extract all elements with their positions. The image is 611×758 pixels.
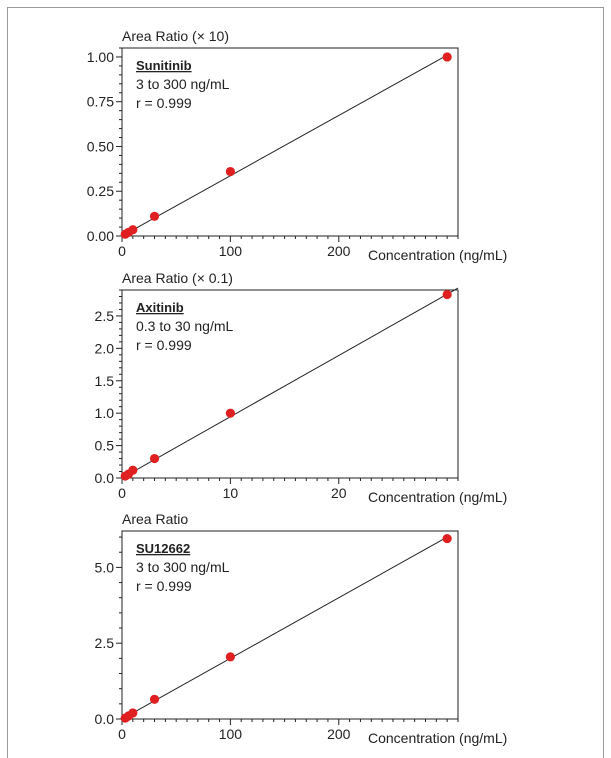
data-point bbox=[225, 652, 235, 662]
y-tick-label: 0.50 bbox=[87, 138, 114, 154]
x-tick-label: 10 bbox=[223, 485, 239, 501]
y-tick-label: 0.0 bbox=[95, 470, 115, 486]
y-tick-label: 5.0 bbox=[95, 559, 115, 575]
data-point bbox=[128, 708, 138, 718]
data-point bbox=[442, 289, 452, 300]
y-tick-label: 0.00 bbox=[87, 228, 114, 244]
y-tick-label: 0.0 bbox=[95, 711, 115, 727]
data-point bbox=[149, 694, 160, 704]
y-tick-label: 2.0 bbox=[95, 340, 115, 356]
x-axis-title-3: Concentration (ng/mL) bbox=[368, 730, 507, 746]
data-point bbox=[128, 225, 138, 235]
y-axis-title-3: Area Ratio bbox=[122, 511, 188, 527]
data-point bbox=[225, 166, 235, 177]
y-tick-label: 2.5 bbox=[95, 308, 115, 324]
concentration-range-2: 0.3 to 30 ng/mL bbox=[136, 318, 234, 334]
correlation-coefficient-3: r = 0.999 bbox=[136, 578, 192, 594]
y-axis-title-1: Area Ratio (× 10) bbox=[122, 28, 229, 44]
regression-line-2 bbox=[121, 287, 459, 479]
y-tick-label: 2.5 bbox=[95, 635, 115, 651]
data-point bbox=[442, 533, 452, 544]
y-tick-label: 0.75 bbox=[87, 94, 114, 110]
compound-name-3: SU12662 bbox=[136, 541, 190, 556]
y-tick-label: 1.5 bbox=[95, 373, 115, 389]
x-tick-label: 100 bbox=[219, 243, 243, 259]
x-tick-label: 0 bbox=[118, 726, 126, 742]
y-tick-label: 0.5 bbox=[95, 438, 115, 454]
plot-area-box-2 bbox=[121, 289, 459, 479]
x-tick-label: 20 bbox=[331, 485, 347, 501]
concentration-range-3: 3 to 300 ng/mL bbox=[136, 559, 230, 575]
correlation-coefficient-1: r = 0.999 bbox=[136, 95, 192, 111]
x-tick-label: 0 bbox=[118, 243, 126, 259]
y-tick-label: 1.00 bbox=[87, 49, 114, 65]
x-axis-title-1: Concentration (ng/mL) bbox=[368, 247, 507, 263]
x-tick-label: 0 bbox=[118, 485, 126, 501]
figure-frame bbox=[7, 7, 604, 758]
data-point bbox=[128, 465, 138, 475]
x-tick-label: 100 bbox=[219, 726, 243, 742]
y-tick-label: 1.0 bbox=[95, 405, 115, 421]
plot-area-box-3 bbox=[121, 530, 459, 720]
regression-line-1 bbox=[121, 54, 448, 237]
y-axis-title-2: Area Ratio (× 0.1) bbox=[122, 270, 233, 286]
regression-line-3 bbox=[121, 536, 448, 720]
data-point bbox=[442, 52, 452, 62]
x-axis-title-2: Concentration (ng/mL) bbox=[368, 489, 507, 505]
x-tick-label: 200 bbox=[327, 243, 351, 259]
plot-area-box-1 bbox=[121, 47, 459, 237]
concentration-range-1: 3 to 300 ng/mL bbox=[136, 76, 230, 92]
y-tick-label: 0.25 bbox=[87, 183, 114, 199]
correlation-coefficient-2: r = 0.999 bbox=[136, 337, 192, 353]
compound-name-1: Sunitinib bbox=[136, 58, 192, 73]
data-point bbox=[149, 453, 160, 464]
data-point bbox=[225, 408, 235, 418]
x-tick-label: 200 bbox=[327, 726, 351, 742]
data-point bbox=[149, 211, 160, 221]
compound-name-2: Axitinib bbox=[136, 300, 184, 315]
